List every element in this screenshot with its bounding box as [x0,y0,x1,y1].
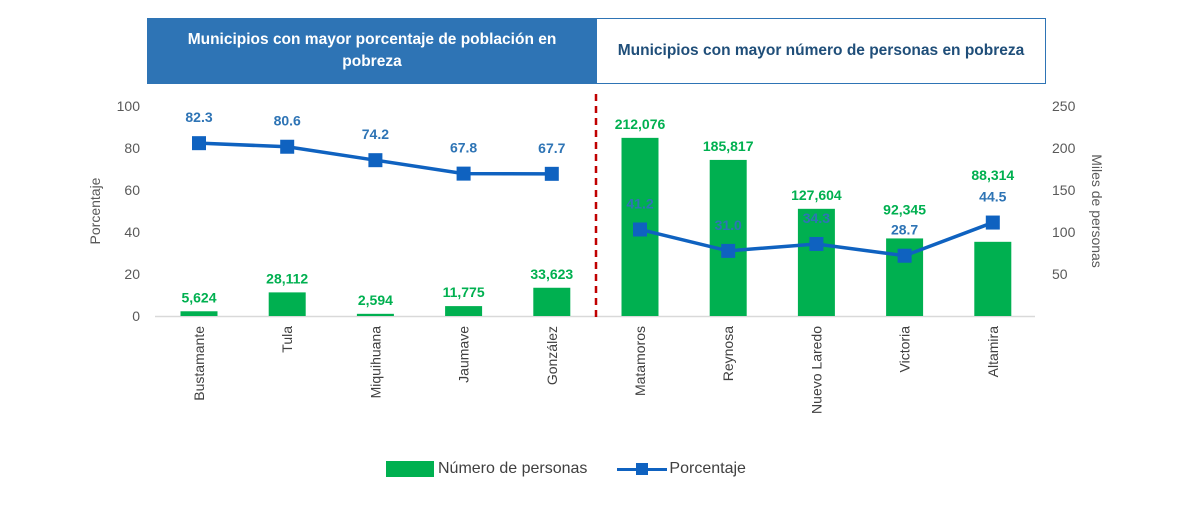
bar-data-label: 212,076 [615,116,666,132]
line-data-label: 28.7 [891,222,918,238]
bar [180,311,218,316]
category-label: González [544,326,560,385]
bar [445,306,483,316]
left-tick-label: 60 [124,182,140,198]
line-marker [985,215,1000,230]
left-axis-title: Porcentaje [87,177,103,244]
line-data-label: 67.8 [450,140,477,156]
bar-data-label: 92,345 [883,201,926,217]
line-data-label: 80.6 [274,113,301,129]
bar [268,292,306,316]
category-label: Nuevo Laredo [808,326,824,414]
right-axis-ticks: 50 100 150 200 250 [1052,98,1076,282]
category-label: Miquihuana [367,326,383,399]
bar-data-label: 88,314 [971,167,1014,183]
line-data-label: 41.2 [626,195,653,211]
bar [533,287,571,316]
category-label: Bustamante [191,326,207,401]
line-marker [368,153,383,168]
category-label: Jaumave [456,326,472,383]
bar-data-label: 11,775 [443,284,485,300]
left-tick-label: 100 [117,98,141,114]
header-right-text: Municipios con mayor número de personas … [617,42,1025,59]
percentage-line [192,136,1000,263]
line-data-labels: 82.3 80.6 74.2 67.8 67.7 41.2 31.0 34.3 28.7 44.5 [185,109,1006,238]
bar-data-label: 2,594 [358,292,393,308]
bar-data-label: 185,817 [703,138,754,154]
category-label: Victoria [897,326,913,373]
line-data-label: 34.3 [803,210,830,226]
line-marker [721,243,736,258]
right-tick-label: 100 [1052,224,1076,240]
line-marker [809,236,824,251]
legend-item-bars: Número de personas [386,460,587,478]
right-tick-label: 150 [1052,182,1076,198]
line-data-label: 67.7 [538,140,565,156]
header-left-text: Municipios con mayor porcentaje de pobla… [187,31,557,70]
category-label: Reynosa [720,326,736,381]
bar-data-labels: 5,624 28,112 2,594 11,775 33,623 212,076 185,8… [181,116,1014,308]
category-label: Altamira [985,326,1001,378]
line-data-label: 82.3 [185,109,212,125]
header-highest-percentage: Municipios con mayor porcentaje de pobla… [147,18,597,84]
bar [709,159,747,316]
category-label: Matamoros [632,326,648,396]
left-tick-label: 40 [124,224,140,240]
legend-bar-swatch [386,461,434,477]
bar-data-label: 127,604 [791,187,842,203]
right-tick-label: 50 [1052,266,1068,282]
left-tick-label: 20 [124,266,140,282]
legend-item-line: Porcentaje [617,460,746,478]
category-label: Tula [279,326,295,353]
bar [974,241,1012,316]
bar-data-label: 5,624 [181,289,216,305]
bar [797,208,835,316]
bar [356,313,394,316]
line-marker [192,136,206,151]
line-marker [633,222,647,237]
legend: Número de personas Porcentaje [386,460,776,478]
category-labels: Bustamante Tula Miquihuana Jaumave González M… [191,326,1001,414]
right-tick-label: 200 [1052,140,1076,156]
legend-line-swatch [617,461,668,477]
bar-data-label: 28,112 [266,270,308,286]
line-data-label: 31.0 [715,217,742,233]
legend-bars-label: Número de personas [438,460,588,477]
left-tick-label: 80 [124,140,140,156]
left-tick-label: 0 [132,308,140,324]
line-data-label: 74.2 [362,126,389,142]
line-marker [544,166,559,181]
right-tick-label: 250 [1052,98,1076,114]
line-data-label: 44.5 [979,189,1006,205]
line-marker [280,139,295,154]
legend-line-label: Porcentaje [669,460,746,477]
line-marker [897,248,912,263]
bar-data-label: 33,623 [530,266,573,282]
line-marker [456,166,471,181]
left-axis-ticks: 0 20 40 60 80 100 [117,98,141,324]
right-axis-title: Miles de personas [1089,154,1105,268]
header-highest-number: Municipios con mayor número de personas … [597,18,1046,84]
